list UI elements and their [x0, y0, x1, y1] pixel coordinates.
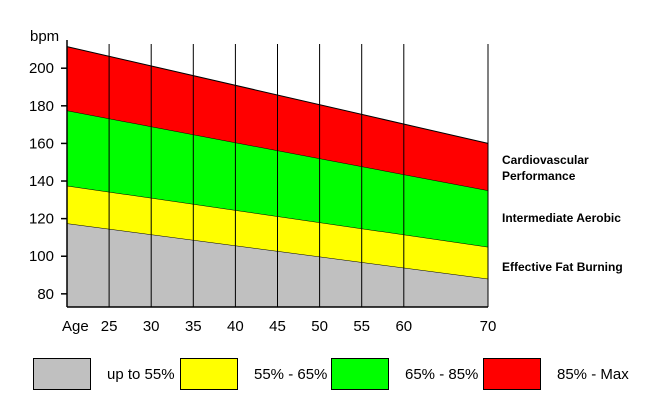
y-tick-label-0: 80 [37, 286, 54, 303]
y-tick-label-5: 180 [29, 98, 54, 115]
vertical-gridlines [108, 44, 489, 307]
x-tick-label-6: 55 [353, 318, 370, 335]
y-tick-label-4: 160 [29, 135, 54, 152]
x-tick-label-2: 35 [185, 318, 202, 335]
y-tick-label-2: 120 [29, 211, 54, 228]
x-tick-label-3: 40 [227, 318, 244, 335]
axes [66, 40, 488, 308]
x-tick-label-1: 30 [143, 318, 160, 335]
x-tick-label-4: 45 [269, 318, 286, 335]
y-axis-label: bpm [30, 28, 59, 45]
y-tick-label-1: 100 [29, 248, 54, 265]
y-tick-label-3: 140 [29, 173, 54, 190]
x-tick-label-7: 60 [395, 318, 412, 335]
zone-annotation-1: Intermediate Aerobic [502, 211, 621, 225]
zone-annotation-0: Cardiovascular Performance [502, 153, 589, 183]
x-tick-labels: 25 30 35 40 45 50 55 60 70 [101, 318, 497, 335]
y-tick-labels: 80 100 120 140 160 180 200 [29, 60, 67, 303]
x-tick-label-8: 70 [480, 318, 497, 335]
x-tick-label-5: 50 [311, 318, 328, 335]
zone-annotations: Cardiovascular Performance Intermediate Ae… [502, 153, 623, 274]
x-tick-label-0: 25 [101, 318, 118, 335]
zone-annotation-2: Effective Fat Burning [502, 260, 623, 274]
x-axis-label: Age [62, 318, 89, 335]
y-tick-label-6: 200 [29, 60, 54, 77]
